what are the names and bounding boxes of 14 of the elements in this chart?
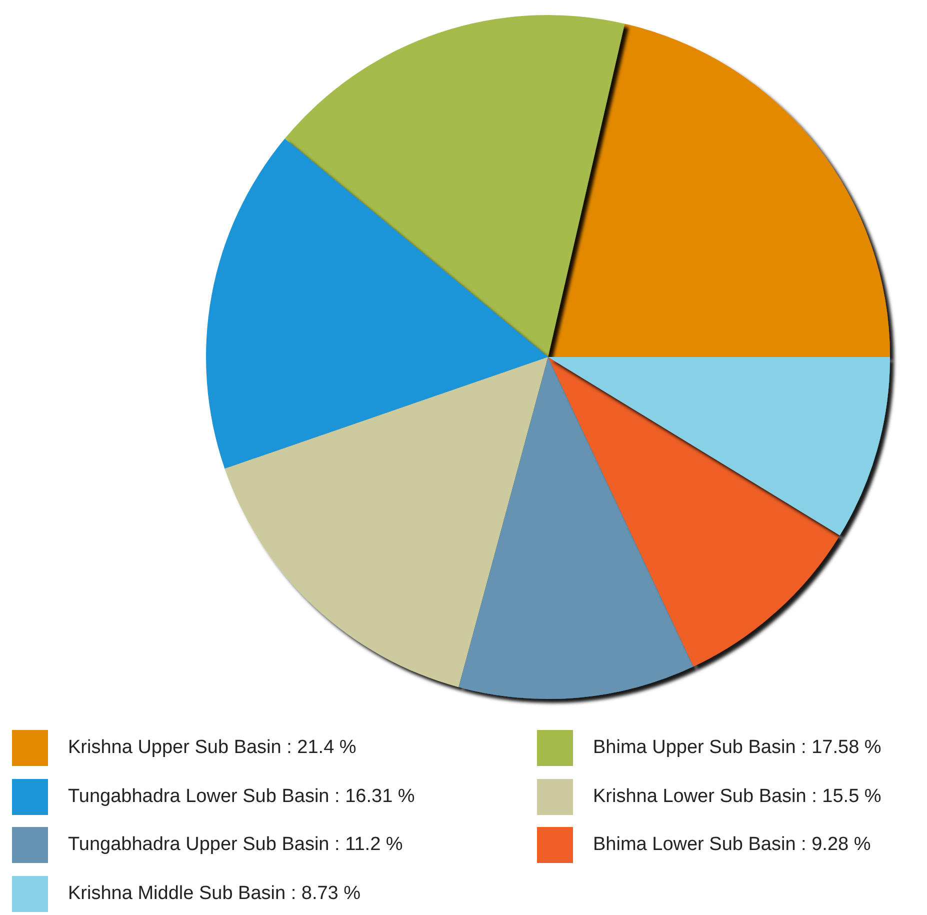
pie-slice [224,357,548,688]
legend-label: Tungabhadra Upper Sub Basin : 11.2 % [68,834,403,856]
legend-label: Tungabhadra Lower Sub Basin : 16.31 % [68,786,415,808]
legend-label: Bhima Upper Sub Basin : 17.58 % [593,737,882,759]
pie-slice [548,357,890,536]
pie-slice [284,15,625,357]
legend-label: Krishna Lower Sub Basin : 15.5 % [593,786,882,808]
legend-label: Krishna Middle Sub Basin : 8.73 % [68,882,361,904]
pie-slice [458,357,694,699]
pie-slice [548,357,840,667]
legend-label: Bhima Lower Sub Basin : 9.28 % [593,834,871,856]
pie-slice [206,138,548,469]
pie-slice [548,24,890,357]
legend-label: Krishna Upper Sub Basin : 21.4 % [68,737,356,759]
